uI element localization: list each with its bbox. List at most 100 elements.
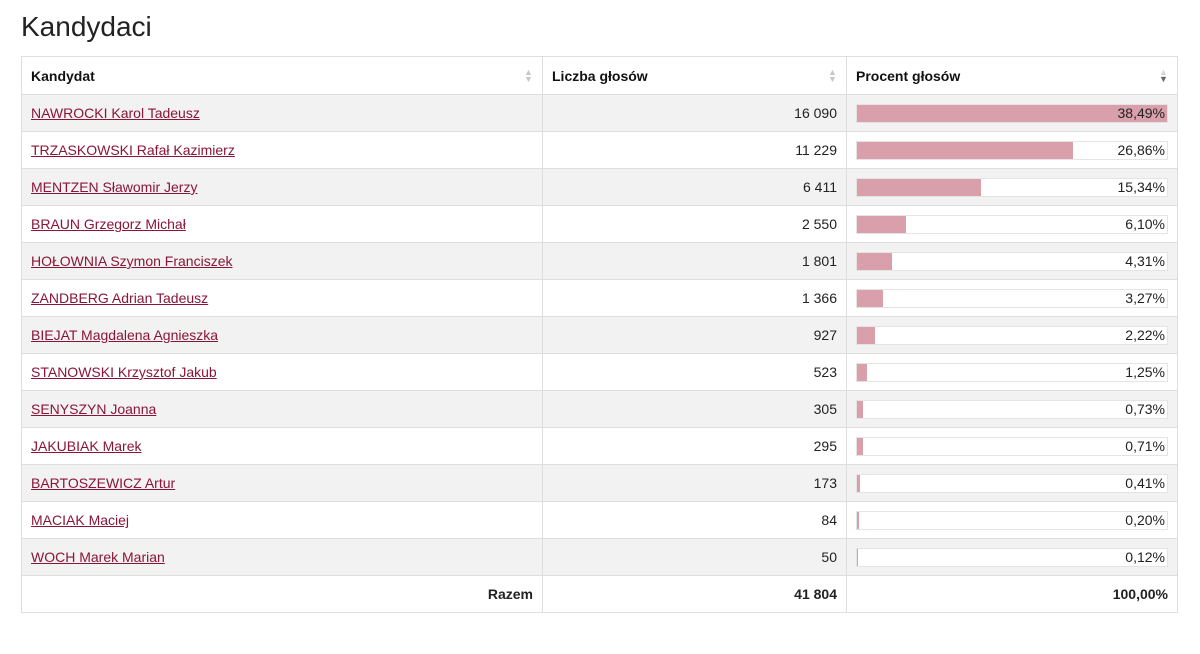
- percent-cell: 2,22%: [846, 316, 1178, 354]
- votes-cell: 1 366: [542, 279, 847, 317]
- column-header-label: Liczba głosów: [552, 67, 648, 84]
- votes-cell: 173: [542, 464, 847, 502]
- percent-cell: 0,71%: [846, 427, 1178, 465]
- percent-bar-fill: [857, 326, 875, 344]
- percent-cell: 0,12%: [846, 538, 1178, 576]
- candidate-cell: TRZASKOWSKI Rafał Kazimierz: [21, 131, 543, 169]
- percent-cell: 0,20%: [846, 501, 1178, 539]
- percent-cell: 6,10%: [846, 205, 1178, 243]
- candidate-link[interactable]: TRZASKOWSKI Rafał Kazimierz: [31, 142, 235, 158]
- sort-descending-icon[interactable]: ▲ ▼: [1159, 66, 1168, 84]
- votes-cell: 2 550: [542, 205, 847, 243]
- percent-label: 3,27%: [1123, 289, 1165, 307]
- percent-bar-fill: [857, 474, 861, 492]
- percent-label: 0,20%: [1123, 511, 1165, 529]
- candidate-link[interactable]: NAWROCKI Karol Tadeusz: [31, 105, 200, 121]
- percent-bar: 0,41%: [856, 473, 1168, 493]
- percent-bar-fill: [857, 511, 859, 529]
- table-row: BARTOSZEWICZ Artur 173 0,41%: [21, 464, 1178, 502]
- table-row: SENYSZYN Joanna 305 0,73%: [21, 390, 1178, 428]
- column-header-votes[interactable]: Liczba głosów ▲ ▼: [542, 56, 847, 95]
- percent-label: 4,31%: [1123, 252, 1165, 270]
- column-header-label: Procent głosów: [856, 67, 961, 84]
- votes-cell: 84: [542, 501, 847, 539]
- percent-bar: 6,10%: [856, 214, 1168, 234]
- percent-bar-fill: [857, 363, 868, 381]
- table-total-row: Razem 41 804 100,00%: [21, 575, 1178, 613]
- percent-cell: 0,73%: [846, 390, 1178, 428]
- table-header-row: Kandydat ▲ ▼ Liczba głosów ▲ ▼ Procent gło…: [21, 56, 1178, 95]
- sort-icon[interactable]: ▲ ▼: [524, 66, 533, 84]
- percent-bar: 38,49%: [856, 103, 1168, 123]
- candidate-link[interactable]: WOCH Marek Marian: [31, 549, 165, 565]
- total-label: Razem: [21, 575, 543, 613]
- percent-label: 0,73%: [1123, 400, 1165, 418]
- percent-label: 26,86%: [1115, 141, 1165, 159]
- candidate-link[interactable]: MACIAK Maciej: [31, 512, 130, 528]
- percent-label: 38,49%: [1117, 104, 1165, 121]
- votes-cell: 16 090: [542, 94, 847, 132]
- percent-bar: 15,34%: [856, 177, 1168, 197]
- candidate-link[interactable]: MENTZEN Sławomir Jerzy: [31, 179, 198, 195]
- percent-bar: 4,31%: [856, 251, 1168, 271]
- table-row: HOŁOWNIA Szymon Franciszek 1 801 4,31%: [21, 242, 1178, 280]
- table-row: MACIAK Maciej 84 0,20%: [21, 501, 1178, 539]
- candidate-link[interactable]: ZANDBERG Adrian Tadeusz: [31, 290, 209, 306]
- candidate-link[interactable]: BRAUN Grzegorz Michał: [31, 216, 186, 232]
- candidate-link[interactable]: HOŁOWNIA Szymon Franciszek: [31, 253, 233, 269]
- candidate-link[interactable]: BIEJAT Magdalena Agnieszka: [31, 327, 219, 343]
- percent-label: 0,71%: [1123, 437, 1165, 455]
- candidate-cell: HOŁOWNIA Szymon Franciszek: [21, 242, 543, 280]
- percent-bar: 1,25%: [856, 362, 1168, 382]
- percent-bar: 0,71%: [856, 436, 1168, 456]
- table-row: BRAUN Grzegorz Michał 2 550 6,10%: [21, 205, 1178, 243]
- table-row: BIEJAT Magdalena Agnieszka 927 2,22%: [21, 316, 1178, 354]
- percent-bar-fill: [857, 548, 858, 566]
- column-header-label: Kandydat: [31, 67, 95, 84]
- candidate-cell: BRAUN Grzegorz Michał: [21, 205, 543, 243]
- column-header-candidate[interactable]: Kandydat ▲ ▼: [21, 56, 543, 95]
- candidate-link[interactable]: JAKUBIAK Marek: [31, 438, 142, 454]
- percent-label: 15,34%: [1115, 178, 1165, 196]
- percent-label: 0,12%: [1123, 548, 1165, 566]
- candidates-table: Kandydat ▲ ▼ Liczba głosów ▲ ▼ Procent gło…: [21, 56, 1178, 613]
- candidate-link[interactable]: BARTOSZEWICZ Artur: [31, 475, 176, 491]
- candidate-cell: WOCH Marek Marian: [21, 538, 543, 576]
- percent-bar: 0,73%: [856, 399, 1168, 419]
- candidate-link[interactable]: STANOWSKI Krzysztof Jakub: [31, 364, 217, 380]
- votes-cell: 295: [542, 427, 847, 465]
- percent-bar-fill: [857, 215, 907, 233]
- candidate-cell: BARTOSZEWICZ Artur: [21, 464, 543, 502]
- percent-bar: 2,22%: [856, 325, 1168, 345]
- percent-bar-fill: [857, 437, 863, 455]
- votes-cell: 6 411: [542, 168, 847, 206]
- percent-cell: 26,86%: [846, 131, 1178, 169]
- percent-label: 6,10%: [1123, 215, 1165, 233]
- votes-cell: 50: [542, 538, 847, 576]
- candidate-cell: ZANDBERG Adrian Tadeusz: [21, 279, 543, 317]
- candidate-cell: SENYSZYN Joanna: [21, 390, 543, 428]
- total-votes: 41 804: [542, 575, 847, 613]
- table-row: MENTZEN Sławomir Jerzy 6 411 15,34%: [21, 168, 1178, 206]
- percent-bar: 0,20%: [856, 510, 1168, 530]
- votes-cell: 523: [542, 353, 847, 391]
- candidate-link[interactable]: SENYSZYN Joanna: [31, 401, 157, 417]
- percent-bar-fill: [857, 141, 1074, 159]
- percent-bar-fill: [857, 289, 884, 307]
- table-row: STANOWSKI Krzysztof Jakub 523 1,25%: [21, 353, 1178, 391]
- column-header-percent[interactable]: Procent głosów ▲ ▼: [846, 56, 1178, 95]
- percent-bar-fill: [857, 252, 892, 270]
- percent-cell: 4,31%: [846, 242, 1178, 280]
- percent-cell: 3,27%: [846, 279, 1178, 317]
- table-row: WOCH Marek Marian 50 0,12%: [21, 538, 1178, 576]
- candidate-cell: JAKUBIAK Marek: [21, 427, 543, 465]
- total-percent: 100,00%: [846, 575, 1178, 613]
- table-row: TRZASKOWSKI Rafał Kazimierz 11 229 26,86%: [21, 131, 1178, 169]
- percent-bar: 0,12%: [856, 547, 1168, 567]
- votes-cell: 927: [542, 316, 847, 354]
- votes-cell: 11 229: [542, 131, 847, 169]
- percent-cell: 38,49%: [846, 94, 1178, 132]
- percent-cell: 15,34%: [846, 168, 1178, 206]
- sort-icon[interactable]: ▲ ▼: [828, 66, 837, 84]
- candidate-cell: NAWROCKI Karol Tadeusz: [21, 94, 543, 132]
